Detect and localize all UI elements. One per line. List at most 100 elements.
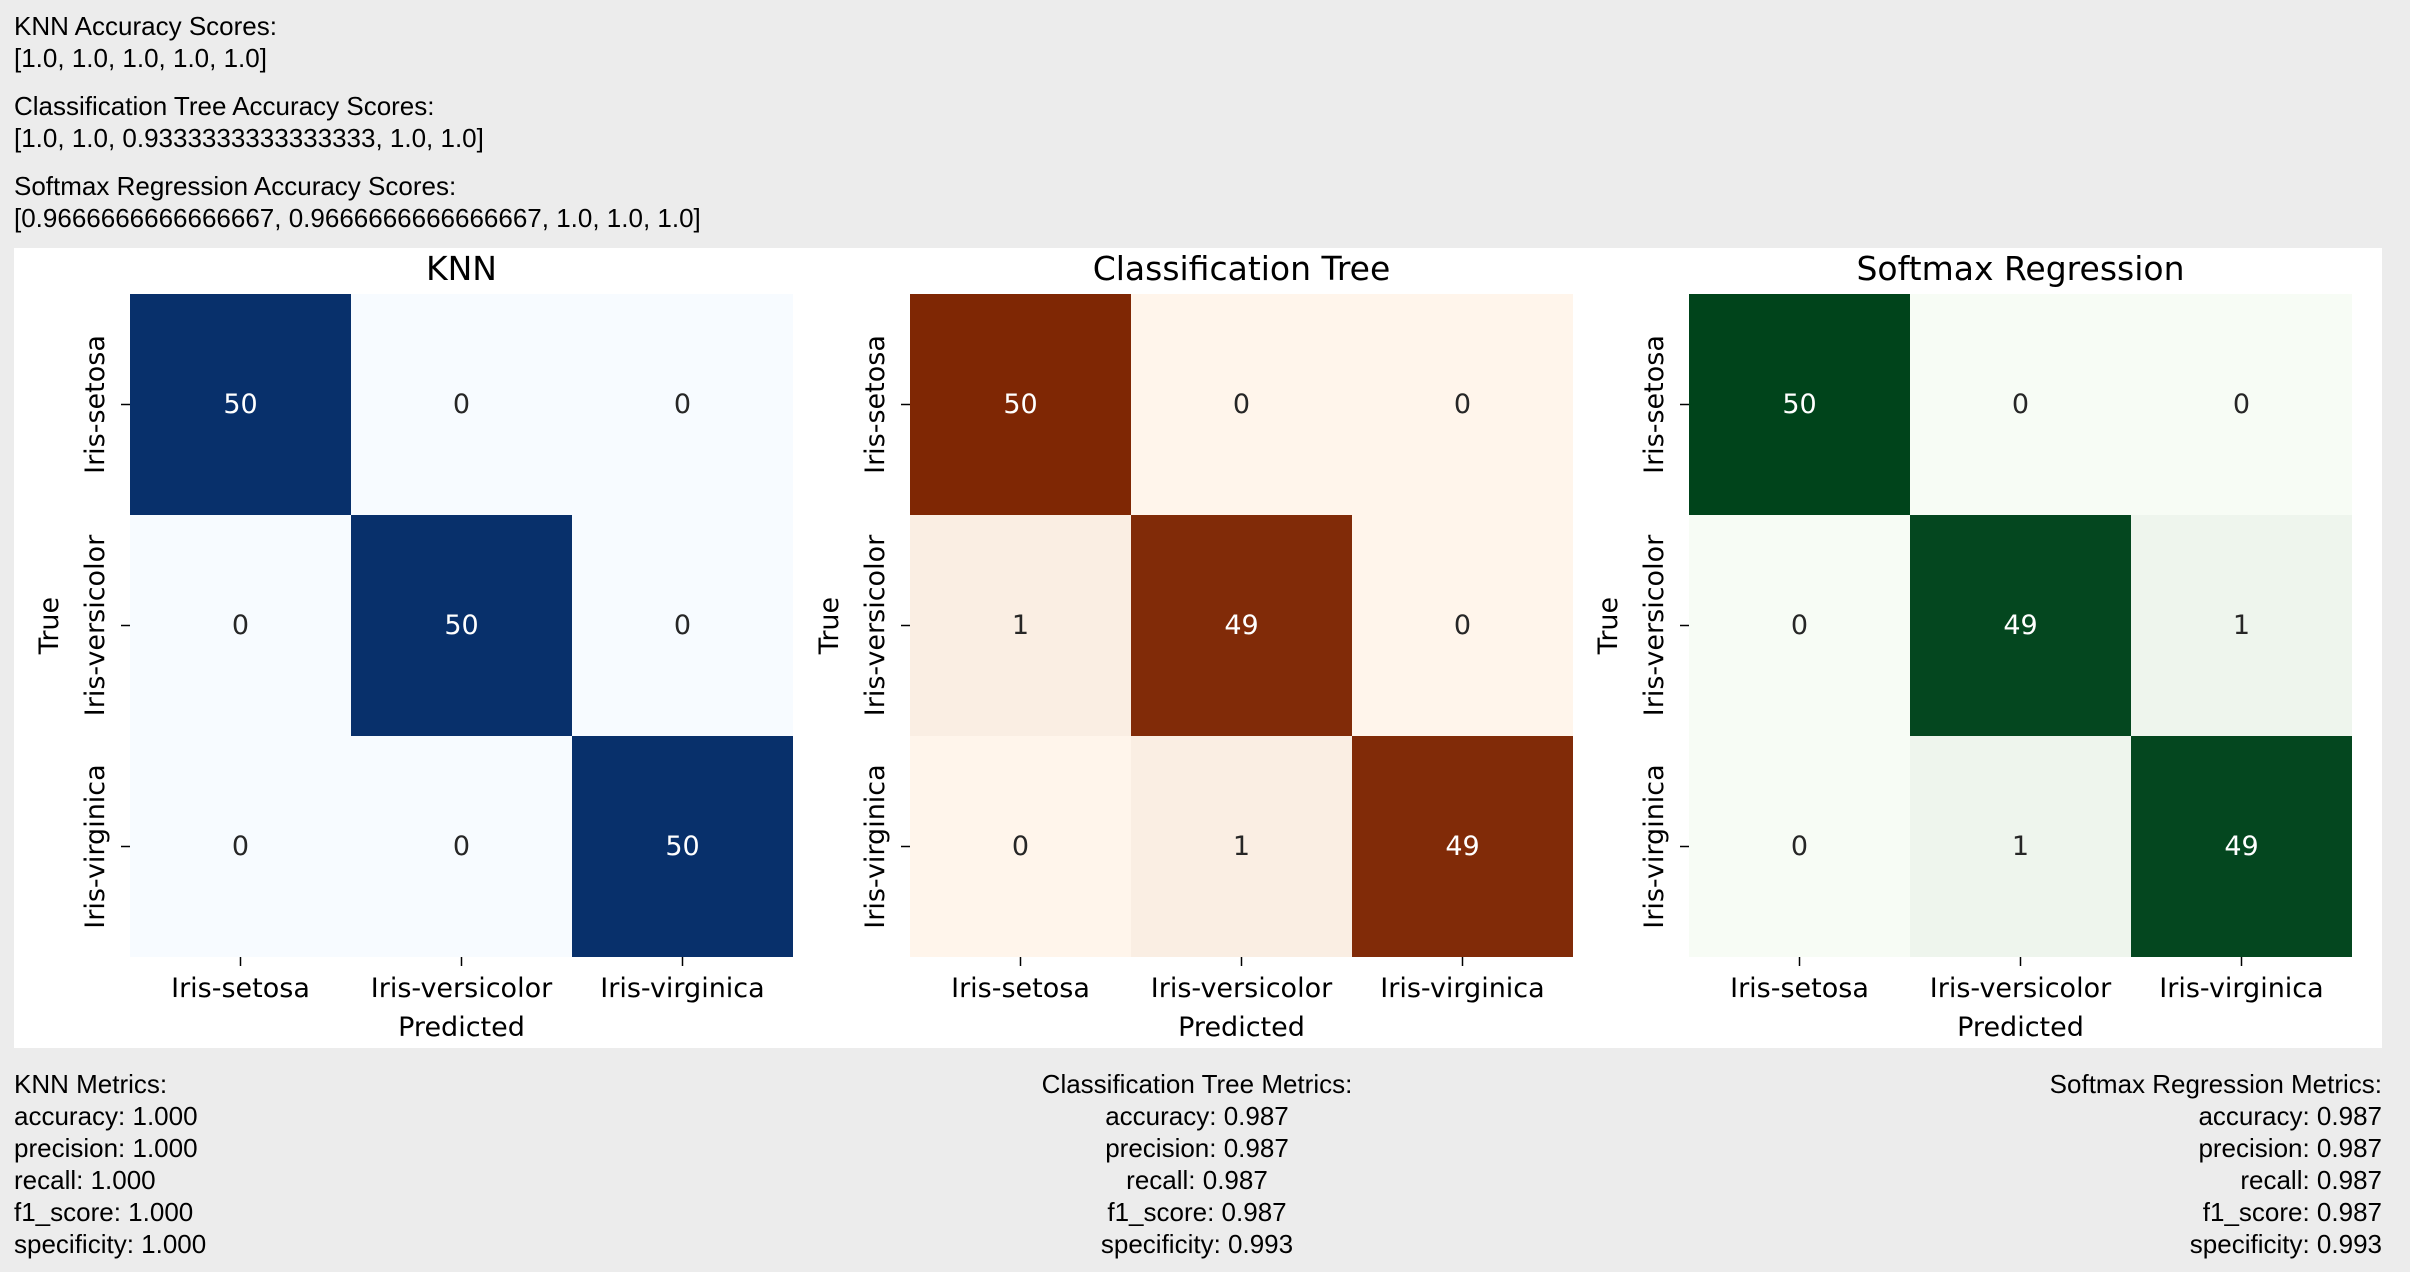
knn-heatmap: 50 0 0 0 50 0 0 0 50 KNN Iris-setosa Iris-versicolo… [34, 249, 793, 1043]
knn-scores-label: KNN Accuracy Scores: [14, 11, 277, 41]
tree-metric-precision: precision: 0.987 [1105, 1133, 1289, 1163]
softmax-cell-1-1 [1910, 515, 2131, 736]
knn-metric-recall: recall: 1.000 [14, 1165, 156, 1195]
softmax-cell-label-0-1: 0 [2012, 389, 2029, 420]
knn-cell-label-2-2: 50 [665, 831, 699, 862]
knn-metric-accuracy: accuracy: 1.000 [14, 1101, 198, 1131]
tree-cell-1-2 [1352, 515, 1573, 736]
tree-accuracy-scores: Classification Tree Accuracy Scores: [1.… [14, 90, 484, 154]
tree-metric-recall: recall: 0.987 [1126, 1165, 1268, 1195]
softmax-chart-title: Softmax Regression [1856, 249, 2184, 288]
tree-chart-title: Classification Tree [1093, 249, 1391, 288]
tree-heatmap: 50 0 0 1 49 0 0 1 49 Classification Tree Iris-seto… [814, 249, 1573, 1043]
softmax-cell-label-1-1: 49 [2003, 610, 2037, 641]
softmax-cell-1-2 [2131, 515, 2352, 736]
knn-metric-precision: precision: 1.000 [14, 1133, 198, 1163]
knn-x-tick-label-0: Iris-setosa [171, 973, 310, 1004]
softmax-cell-label-2-1: 1 [2012, 831, 2029, 862]
tree-cell-0-2 [1352, 294, 1573, 515]
knn-cell-label-1-1: 50 [444, 610, 478, 641]
softmax-cell-1-0 [1689, 515, 1910, 736]
knn-metric-specificity: specificity: 1.000 [14, 1229, 207, 1259]
knn-cell-label-2-1: 0 [453, 831, 470, 862]
knn-cell-label-2-0: 0 [232, 831, 249, 862]
softmax-cell-label-0-0: 50 [1782, 389, 1816, 420]
softmax-metric-f1: f1_score: 0.987 [2202, 1197, 2382, 1227]
tree-metrics: Classification Tree Metrics: accuracy: 0… [1032, 1068, 1362, 1260]
softmax-x-axis-label: Predicted [1957, 1012, 2084, 1043]
knn-metrics-title: KNN Metrics: [14, 1069, 168, 1099]
tree-cell-2-1 [1131, 736, 1352, 957]
knn-cell-label-0-2: 0 [674, 389, 691, 420]
tree-cell-1-0 [910, 515, 1131, 736]
knn-accuracy-scores: KNN Accuracy Scores: [1.0, 1.0, 1.0, 1.0… [14, 10, 277, 74]
tree-cell-label-0-2: 0 [1454, 389, 1471, 420]
softmax-scores-values: [0.9666666666666667, 0.9666666666666667,… [14, 203, 701, 233]
tree-cell-label-2-2: 49 [1445, 831, 1479, 862]
tree-scores-label: Classification Tree Accuracy Scores: [14, 91, 435, 121]
knn-cell-0-1 [351, 294, 572, 515]
knn-cell-0-0 [130, 294, 351, 515]
confusion-matrix-svg: 50 0 0 0 50 0 0 0 50 KNN Iris-setosa Iris-versicolo… [34, 249, 2352, 1043]
softmax-y-tick-label-1: Iris-versicolor [1639, 534, 1670, 716]
knn-x-tick-label-2: Iris-virginica [600, 973, 764, 1004]
tree-cell-0-1 [1131, 294, 1352, 515]
softmax-metric-precision: precision: 0.987 [2198, 1133, 2382, 1163]
knn-cell-label-0-0: 50 [223, 389, 257, 420]
softmax-cell-label-2-0: 0 [1791, 831, 1808, 862]
knn-y-tick-label-2: Iris-virginica [80, 764, 111, 928]
softmax-metric-accuracy: accuracy: 0.987 [2198, 1101, 2382, 1131]
tree-y-tick-label-2: Iris-virginica [860, 764, 891, 928]
knn-cell-0-2 [572, 294, 793, 515]
tree-cell-label-2-0: 0 [1012, 831, 1029, 862]
knn-cell-2-2 [572, 736, 793, 957]
knn-cell-1-1 [351, 515, 572, 736]
knn-metrics: KNN Metrics: accuracy: 1.000 precision: … [14, 1068, 206, 1260]
softmax-y-axis-label: True [1593, 597, 1624, 655]
tree-x-tick-label-0: Iris-setosa [951, 973, 1090, 1004]
knn-cell-2-0 [130, 736, 351, 957]
softmax-cell-label-2-2: 49 [2224, 831, 2258, 862]
knn-x-axis-label: Predicted [398, 1012, 525, 1043]
knn-y-axis-label: True [34, 597, 65, 655]
tree-cell-label-0-0: 50 [1003, 389, 1037, 420]
softmax-x-tick-label-2: Iris-virginica [2159, 973, 2323, 1004]
softmax-cell-2-1 [1910, 736, 2131, 957]
tree-x-axis-label: Predicted [1178, 1012, 1305, 1043]
softmax-metrics: Softmax Regression Metrics: accuracy: 0.… [2050, 1068, 2382, 1260]
tree-cell-label-1-2: 0 [1454, 610, 1471, 641]
tree-cell-label-0-1: 0 [1233, 389, 1250, 420]
tree-y-tick-label-1: Iris-versicolor [860, 534, 891, 716]
tree-metric-accuracy: accuracy: 0.987 [1105, 1101, 1289, 1131]
softmax-cell-label-0-2: 0 [2233, 389, 2250, 420]
knn-y-tick-label-1: Iris-versicolor [80, 534, 111, 716]
softmax-y-tick-label-0: Iris-setosa [1639, 335, 1670, 474]
knn-chart-title: KNN [426, 249, 497, 288]
tree-cell-label-1-0: 1 [1012, 610, 1029, 641]
softmax-scores-label: Softmax Regression Accuracy Scores: [14, 171, 457, 201]
tree-cell-label-1-1: 49 [1224, 610, 1258, 641]
softmax-x-tick-label-0: Iris-setosa [1730, 973, 1869, 1004]
tree-y-tick-label-0: Iris-setosa [860, 335, 891, 474]
knn-cell-1-2 [572, 515, 793, 736]
tree-cell-2-0 [910, 736, 1131, 957]
tree-x-tick-label-1: Iris-versicolor [1151, 973, 1333, 1004]
knn-cell-label-1-2: 0 [674, 610, 691, 641]
tree-cell-1-1 [1131, 515, 1352, 736]
knn-cell-label-0-1: 0 [453, 389, 470, 420]
softmax-cell-0-0 [1689, 294, 1910, 515]
softmax-cell-2-2 [2131, 736, 2352, 957]
confusion-matrix-figure: 50 0 0 0 50 0 0 0 50 KNN Iris-setosa Iris-versicolo… [14, 248, 2382, 1048]
softmax-cell-0-2 [2131, 294, 2352, 515]
softmax-cell-0-1 [1910, 294, 2131, 515]
tree-scores-values: [1.0, 1.0, 0.9333333333333333, 1.0, 1.0] [14, 123, 484, 153]
tree-y-axis-label: True [814, 597, 845, 655]
tree-metric-specificity: specificity: 0.993 [1100, 1229, 1294, 1259]
tree-cell-label-2-1: 1 [1233, 831, 1250, 862]
softmax-metric-specificity: specificity: 0.993 [2189, 1229, 2382, 1259]
tree-metrics-title: Classification Tree Metrics: [1041, 1069, 1353, 1099]
knn-x-tick-label-1: Iris-versicolor [371, 973, 553, 1004]
tree-metric-f1: f1_score: 0.987 [1107, 1197, 1287, 1227]
softmax-metric-recall: recall: 0.987 [2240, 1165, 2382, 1195]
